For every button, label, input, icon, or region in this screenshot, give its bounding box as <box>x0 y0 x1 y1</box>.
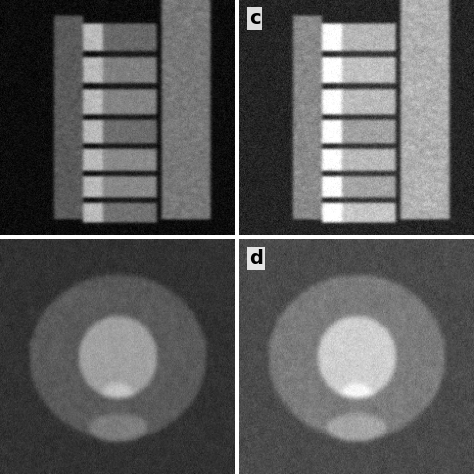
Text: d: d <box>249 249 263 268</box>
Text: c: c <box>249 9 260 28</box>
